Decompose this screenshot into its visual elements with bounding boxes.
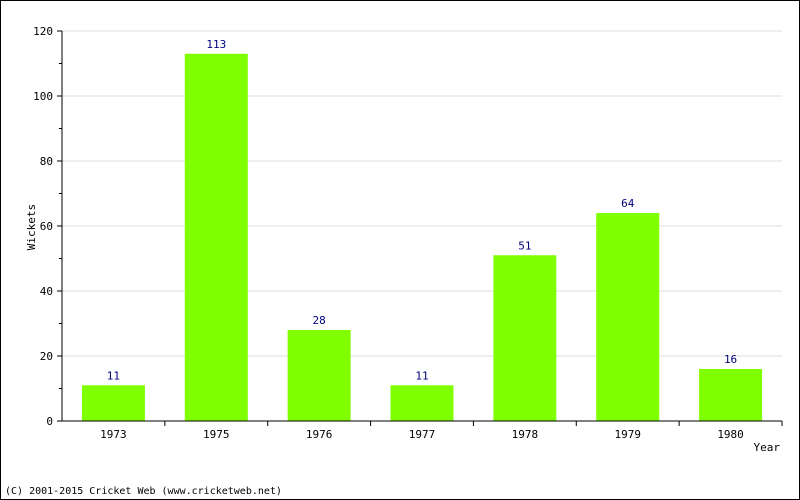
x-tick-label: 1977 [409,428,436,441]
bar-layer [81,53,763,421]
y-tick-label: 60 [40,220,53,233]
y-tick-label: 100 [33,90,53,103]
x-tick-label: 1979 [614,428,641,441]
x-tick-label: 1976 [306,428,333,441]
bar [184,53,248,421]
bar [596,213,660,421]
y-tick-label: 120 [33,25,53,38]
value-label: 51 [518,239,531,252]
value-label: 64 [621,197,635,210]
value-label: 11 [415,369,428,382]
x-tick-label: 1975 [203,428,230,441]
x-tick-label: 1973 [100,428,127,441]
bar [390,385,454,421]
x-axis-title: Year [754,441,781,454]
value-label: 28 [313,314,326,327]
y-tick-label: 0 [46,415,53,428]
grid-layer [62,30,782,357]
x-tick-label: 1980 [717,428,744,441]
bar [287,330,351,421]
bar [699,369,763,421]
copyright-footer: (C) 2001-2015 Cricket Web (www.cricketwe… [5,486,282,497]
x-tick-label: 1978 [512,428,539,441]
y-tick-label: 40 [40,285,53,298]
axis-layer [57,30,783,426]
value-label: 11 [107,369,120,382]
bar [81,385,145,421]
value-label: 16 [724,353,737,366]
bar [493,255,557,421]
y-axis-title: Wickets [25,204,38,250]
y-tick-label: 80 [40,155,53,168]
value-label: 113 [206,38,226,51]
label-layer: 0 20 40 60 80 100 120 11 1973 113 1975 28 1976 11 1977… [25,25,780,454]
y-tick-label: 20 [40,350,53,363]
